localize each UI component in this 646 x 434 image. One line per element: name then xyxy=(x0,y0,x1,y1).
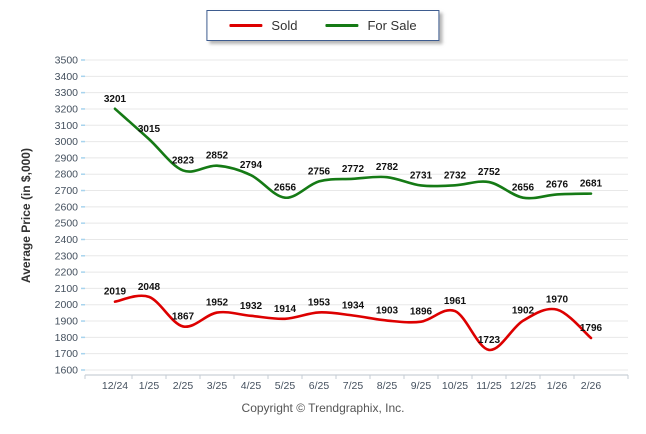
x-tick-label: 8/25 xyxy=(377,380,398,392)
x-tick-label: 2/26 xyxy=(581,380,602,392)
point-label: 3015 xyxy=(138,124,161,135)
point-label: 2852 xyxy=(206,151,229,162)
point-label: 1914 xyxy=(274,304,297,315)
y-tick-label: 1800 xyxy=(55,332,79,344)
point-label: 2782 xyxy=(376,162,399,173)
y-tick-label: 3200 xyxy=(55,103,79,115)
point-label: 2823 xyxy=(172,155,195,166)
point-label: 1902 xyxy=(512,306,535,317)
point-label: 2732 xyxy=(444,170,467,181)
y-tick-label: 3100 xyxy=(55,120,79,132)
point-label: 1934 xyxy=(342,301,365,312)
x-tick-label: 9/25 xyxy=(411,380,432,392)
point-label: 1723 xyxy=(478,335,501,346)
y-tick-label: 1900 xyxy=(55,316,79,328)
x-tick-label: 2/25 xyxy=(173,380,194,392)
y-tick-label: 2000 xyxy=(55,299,79,311)
point-label: 2794 xyxy=(240,160,263,171)
y-tick-label: 3400 xyxy=(55,71,79,83)
y-tick-label: 1600 xyxy=(55,365,79,377)
x-tick-label: 1/26 xyxy=(547,380,568,392)
legend-label-sold: Sold xyxy=(271,18,298,33)
point-label: 1796 xyxy=(580,323,603,334)
y-tick-label: 3300 xyxy=(55,87,79,99)
y-tick-label: 2400 xyxy=(55,234,79,246)
y-tick-label: 3000 xyxy=(55,136,79,148)
point-label: 1903 xyxy=(376,306,399,317)
x-tick-label: 11/25 xyxy=(476,380,502,392)
y-tick-label: 2100 xyxy=(55,283,79,295)
y-tick-label: 2700 xyxy=(55,185,79,197)
x-tick-label: 12/25 xyxy=(510,380,536,392)
x-tick-label: 7/25 xyxy=(343,380,364,392)
point-label: 1953 xyxy=(308,297,331,308)
point-label: 1952 xyxy=(206,298,229,309)
point-label: 1970 xyxy=(546,295,569,306)
point-label: 2756 xyxy=(308,166,331,177)
y-tick-label: 2500 xyxy=(55,218,79,230)
y-tick-label: 3500 xyxy=(55,55,79,67)
point-label: 2681 xyxy=(580,179,603,190)
point-label: 2656 xyxy=(274,183,297,194)
series-line-for-sale xyxy=(113,107,593,200)
point-label: 2019 xyxy=(104,287,127,298)
point-label: 3201 xyxy=(104,94,127,105)
x-tick-label: 3/25 xyxy=(207,380,228,392)
for-sale-line-swatch-icon xyxy=(325,24,359,27)
chart-legend: Sold For Sale xyxy=(206,10,440,41)
y-tick-label: 2800 xyxy=(55,169,79,181)
sold-line-swatch-icon xyxy=(229,24,263,27)
legend-item-sold: Sold xyxy=(229,18,297,33)
copyright-text: Copyright © Trendgraphix, Inc. xyxy=(241,401,405,415)
x-tick-label: 12/24 xyxy=(102,380,128,392)
point-label: 2772 xyxy=(342,164,365,175)
point-label: 2656 xyxy=(512,183,535,194)
legend-label-for-sale: For Sale xyxy=(367,18,417,33)
y-tick-label: 2300 xyxy=(55,250,79,262)
x-tick-label: 5/25 xyxy=(275,380,296,392)
x-tick-label: 1/25 xyxy=(139,380,160,392)
y-tick-label: 2900 xyxy=(55,152,79,164)
x-tick-label: 10/25 xyxy=(442,380,468,392)
point-label: 1961 xyxy=(444,296,467,307)
point-label: 2731 xyxy=(410,170,433,181)
y-tick-label: 2200 xyxy=(55,267,79,279)
point-label: 1867 xyxy=(172,311,195,322)
point-label: 1932 xyxy=(240,301,263,312)
y-tick-label: 1700 xyxy=(55,348,79,360)
point-label: 2676 xyxy=(546,179,569,190)
x-tick-label: 6/25 xyxy=(309,380,330,392)
point-label: 2048 xyxy=(138,282,161,293)
legend-item-for-sale: For Sale xyxy=(325,18,417,33)
point-label: 2752 xyxy=(478,167,501,178)
series-line-sold xyxy=(113,294,593,352)
point-label: 1896 xyxy=(410,307,433,318)
y-tick-label: 2600 xyxy=(55,201,79,213)
x-tick-label: 4/25 xyxy=(241,380,262,392)
